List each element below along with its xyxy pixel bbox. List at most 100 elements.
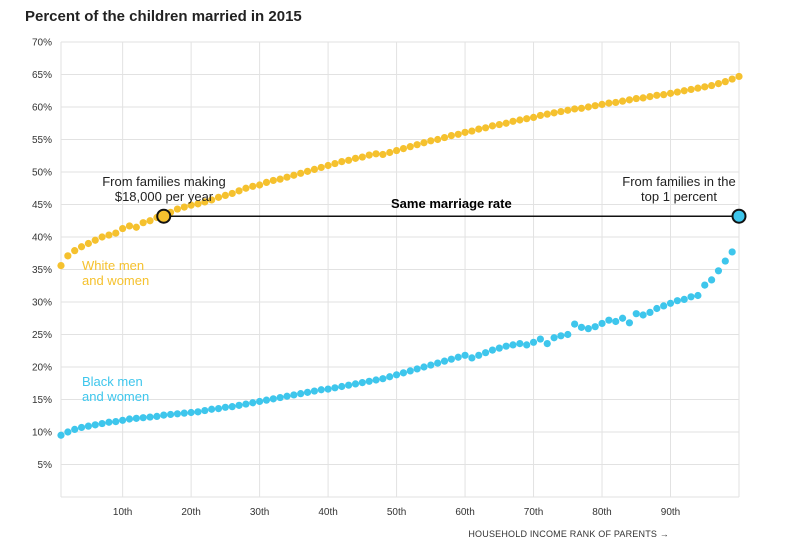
white-point — [482, 124, 490, 132]
black-point — [194, 408, 202, 416]
black-point — [447, 355, 455, 363]
black-point — [180, 409, 188, 417]
white-point — [283, 173, 291, 181]
x-tick-label: 50th — [387, 507, 406, 518]
black-point — [125, 415, 134, 423]
white-point — [324, 161, 332, 170]
white-point — [365, 151, 373, 159]
white-point — [564, 106, 572, 114]
white-point — [625, 96, 634, 104]
black-point — [64, 428, 72, 436]
white-point — [427, 137, 435, 145]
black-point — [386, 373, 394, 381]
black-point — [365, 377, 373, 385]
black-point — [214, 405, 223, 413]
white-point — [187, 201, 195, 209]
black-point — [166, 410, 175, 419]
x-tick-label: 80th — [592, 507, 611, 518]
white-point — [413, 141, 421, 149]
black-point — [153, 412, 161, 420]
white-point — [529, 113, 538, 121]
white-point — [639, 94, 647, 102]
black-point — [543, 340, 551, 348]
black-point — [98, 419, 106, 428]
y-tick-label: 60% — [32, 103, 52, 114]
y-tick-label: 10% — [32, 428, 52, 439]
black-point — [564, 330, 572, 339]
y-tick-label: 30% — [32, 298, 52, 309]
black-series — [57, 248, 736, 439]
right-callout-line: From families in the — [622, 174, 735, 189]
x-tick-label: 40th — [318, 507, 337, 518]
x-axis-label: HOUSEHOLD INCOME RANK OF PARENTS → — [468, 529, 669, 539]
white-point — [57, 262, 65, 270]
black-point — [392, 371, 401, 379]
white-point — [146, 217, 154, 225]
white-series — [57, 72, 743, 270]
black-point — [91, 421, 99, 429]
black-point — [666, 299, 675, 307]
black-point — [317, 386, 325, 394]
black-point — [577, 323, 586, 331]
y-tick-label: 25% — [32, 330, 52, 341]
y-tick-label: 35% — [32, 265, 52, 276]
y-tick-label: 65% — [32, 70, 52, 81]
white-point — [468, 127, 476, 135]
white-point — [303, 167, 312, 175]
black-point — [529, 338, 538, 346]
black-point — [406, 367, 414, 375]
x-tick-label: 60th — [455, 507, 474, 518]
black-point — [372, 376, 380, 384]
series-label-line: and women — [82, 389, 149, 404]
black-point — [536, 335, 544, 343]
white-point — [358, 153, 366, 161]
black-point — [618, 314, 627, 322]
white-point — [132, 223, 140, 231]
white-point — [91, 236, 99, 244]
y-tick-label: 45% — [32, 200, 52, 211]
black-point — [146, 413, 154, 421]
series-label-line: and women — [82, 273, 149, 288]
x-tick-label: 30th — [250, 507, 269, 518]
white-point — [577, 104, 586, 112]
black-point — [639, 311, 647, 319]
black-point — [605, 316, 613, 324]
white-point — [509, 117, 517, 125]
white-point — [571, 105, 579, 113]
black-point — [269, 395, 277, 403]
white-point — [139, 219, 147, 227]
black-point — [632, 310, 640, 318]
black-point — [303, 388, 312, 396]
left-callout-line: $18,000 per year — [115, 189, 214, 204]
white-point — [701, 83, 709, 91]
black-point — [482, 349, 490, 357]
black-point — [550, 334, 558, 342]
white-point — [386, 148, 394, 157]
white-point — [105, 231, 113, 239]
black-point — [338, 382, 346, 391]
white-point — [372, 150, 380, 158]
white-point — [618, 97, 627, 105]
white-point — [598, 100, 606, 108]
white-point — [112, 229, 120, 237]
black-point — [523, 341, 531, 349]
black-point — [708, 276, 716, 284]
white-point — [338, 158, 346, 166]
black-point — [173, 410, 182, 418]
white-point — [119, 224, 127, 233]
x-tick-label: 20th — [181, 507, 200, 518]
black-point — [509, 341, 517, 349]
left-callout-line: From families making — [102, 174, 226, 189]
y-tick-label: 15% — [32, 395, 52, 406]
black-point — [557, 332, 565, 340]
black-point — [680, 295, 688, 303]
black-point — [502, 342, 510, 350]
white-point — [297, 169, 305, 177]
black-point — [653, 304, 661, 313]
white-point — [591, 102, 599, 110]
black-point — [461, 351, 469, 359]
black-point — [84, 422, 92, 430]
white-point — [180, 203, 188, 211]
white-point — [194, 200, 202, 208]
white-point — [392, 146, 401, 155]
